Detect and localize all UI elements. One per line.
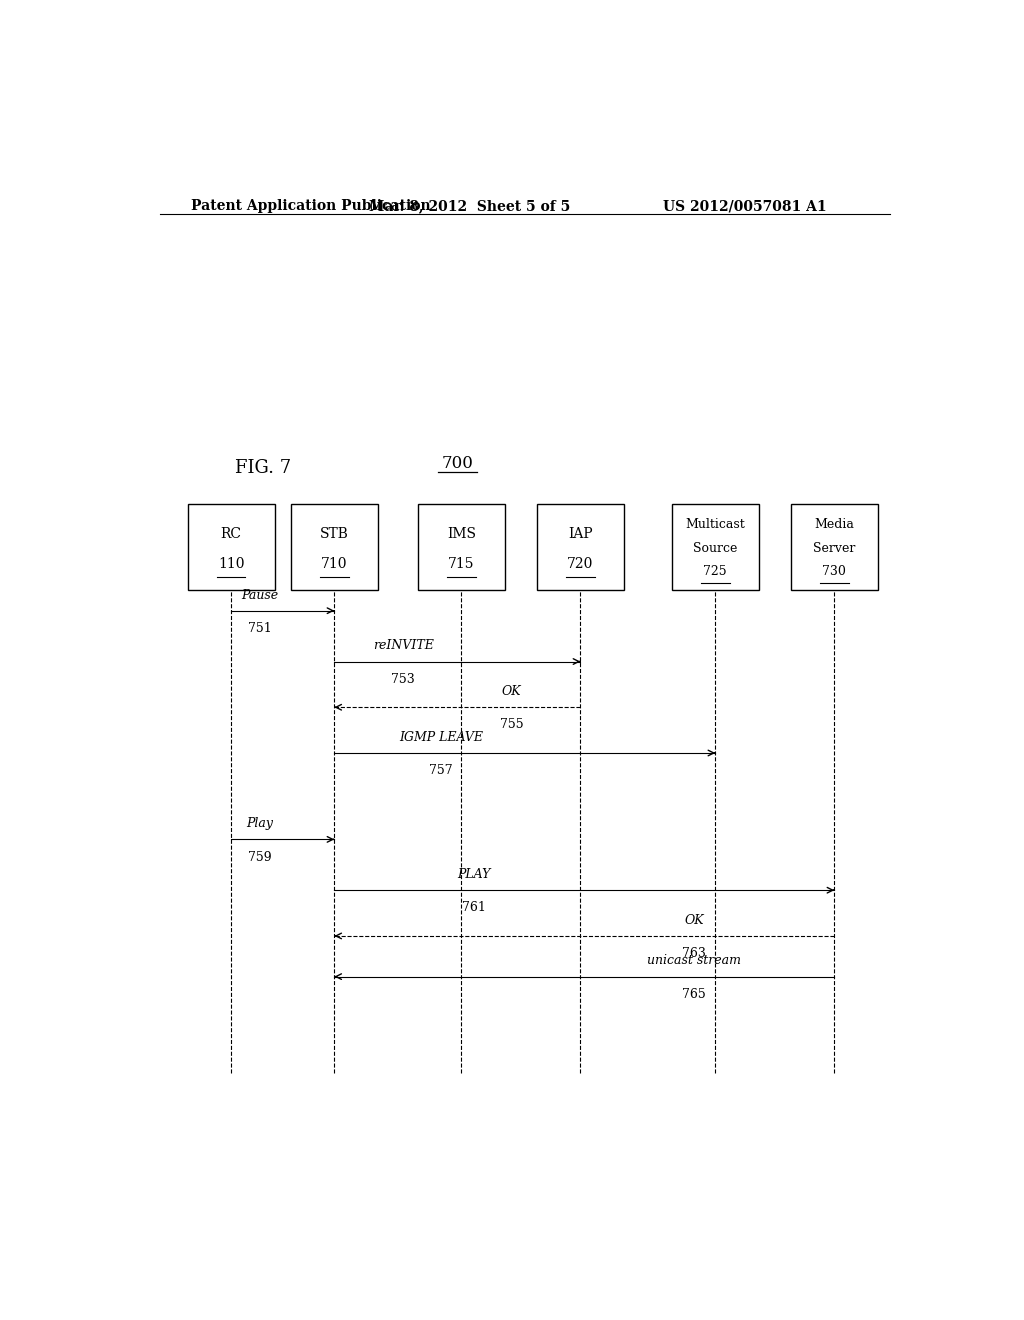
Text: 110: 110	[218, 557, 245, 572]
Text: 753: 753	[391, 673, 415, 685]
Text: US 2012/0057081 A1: US 2012/0057081 A1	[663, 199, 826, 213]
Text: 715: 715	[449, 557, 474, 572]
Text: RC: RC	[220, 527, 242, 541]
Text: 757: 757	[429, 764, 453, 777]
Text: 700: 700	[441, 455, 473, 471]
FancyBboxPatch shape	[418, 504, 505, 590]
Text: Pause: Pause	[242, 589, 279, 602]
Text: STB: STB	[319, 527, 349, 541]
Text: Patent Application Publication: Patent Application Publication	[191, 199, 431, 213]
Text: Mar. 8, 2012  Sheet 5 of 5: Mar. 8, 2012 Sheet 5 of 5	[369, 199, 570, 213]
Text: OK: OK	[684, 913, 705, 927]
Text: Media: Media	[814, 517, 854, 531]
Text: IGMP LEAVE: IGMP LEAVE	[399, 731, 483, 744]
Text: 761: 761	[463, 902, 486, 915]
Text: 763: 763	[682, 948, 707, 960]
Text: 720: 720	[567, 557, 594, 572]
Text: unicast stream: unicast stream	[647, 954, 741, 968]
Text: FIG. 7: FIG. 7	[236, 459, 291, 478]
FancyBboxPatch shape	[537, 504, 624, 590]
Text: 759: 759	[248, 850, 271, 863]
Text: IMS: IMS	[446, 527, 476, 541]
Text: IAP: IAP	[568, 527, 593, 541]
Text: 730: 730	[822, 565, 846, 578]
Text: Source: Source	[693, 543, 737, 556]
Text: reINVITE: reINVITE	[373, 639, 433, 652]
Text: Play: Play	[247, 817, 273, 830]
Text: PLAY: PLAY	[458, 869, 492, 880]
FancyBboxPatch shape	[187, 504, 274, 590]
Text: 755: 755	[500, 718, 523, 731]
Text: Multicast: Multicast	[685, 517, 745, 531]
Text: 751: 751	[248, 622, 272, 635]
Text: 725: 725	[703, 565, 727, 578]
FancyBboxPatch shape	[672, 504, 759, 590]
Text: 710: 710	[322, 557, 347, 572]
FancyBboxPatch shape	[291, 504, 378, 590]
Text: OK: OK	[502, 685, 521, 698]
Text: 765: 765	[682, 987, 707, 1001]
Text: Server: Server	[813, 543, 855, 556]
FancyBboxPatch shape	[791, 504, 878, 590]
